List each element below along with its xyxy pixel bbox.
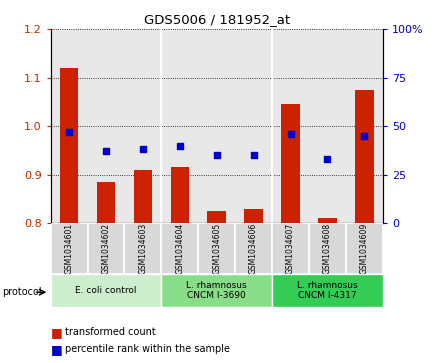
Text: L. rhamnosus
CNCM I-3690: L. rhamnosus CNCM I-3690 — [187, 281, 247, 300]
FancyBboxPatch shape — [51, 274, 161, 307]
Text: E. coli control: E. coli control — [75, 286, 137, 295]
Bar — [134, 170, 152, 223]
Bar — [355, 90, 374, 223]
FancyBboxPatch shape — [272, 274, 383, 307]
Point — [139, 147, 147, 152]
Bar — [97, 182, 115, 223]
Text: GSM1034604: GSM1034604 — [175, 223, 184, 274]
Text: GSM1034607: GSM1034607 — [286, 223, 295, 274]
Point — [287, 131, 294, 137]
Text: transformed count: transformed count — [65, 327, 156, 337]
Point — [324, 156, 331, 162]
FancyBboxPatch shape — [161, 223, 198, 274]
Bar — [281, 104, 300, 223]
FancyBboxPatch shape — [161, 274, 272, 307]
Bar — [60, 68, 78, 223]
FancyBboxPatch shape — [125, 223, 161, 274]
Point — [66, 129, 73, 135]
Text: GSM1034603: GSM1034603 — [138, 223, 147, 274]
Text: GSM1034602: GSM1034602 — [102, 223, 110, 274]
Text: GSM1034609: GSM1034609 — [360, 223, 369, 274]
Bar — [244, 209, 263, 223]
Point — [250, 152, 257, 158]
Text: percentile rank within the sample: percentile rank within the sample — [65, 344, 230, 354]
Point — [361, 133, 368, 139]
FancyBboxPatch shape — [198, 223, 235, 274]
Point — [213, 152, 220, 158]
Text: L. rhamnosus
CNCM I-4317: L. rhamnosus CNCM I-4317 — [297, 281, 358, 300]
Title: GDS5006 / 181952_at: GDS5006 / 181952_at — [143, 13, 290, 26]
Text: ■: ■ — [51, 343, 62, 356]
Text: GSM1034608: GSM1034608 — [323, 223, 332, 274]
Text: ■: ■ — [51, 326, 62, 339]
Point — [176, 143, 183, 148]
Bar — [171, 167, 189, 223]
FancyBboxPatch shape — [346, 223, 383, 274]
Text: GSM1034601: GSM1034601 — [65, 223, 73, 274]
Bar — [318, 219, 337, 223]
Bar — [208, 211, 226, 223]
FancyBboxPatch shape — [51, 223, 88, 274]
Text: GSM1034605: GSM1034605 — [212, 223, 221, 274]
FancyBboxPatch shape — [235, 223, 272, 274]
FancyBboxPatch shape — [88, 223, 125, 274]
Text: GSM1034606: GSM1034606 — [249, 223, 258, 274]
FancyBboxPatch shape — [272, 223, 309, 274]
Text: protocol: protocol — [2, 287, 42, 297]
Point — [103, 148, 110, 154]
FancyBboxPatch shape — [309, 223, 346, 274]
